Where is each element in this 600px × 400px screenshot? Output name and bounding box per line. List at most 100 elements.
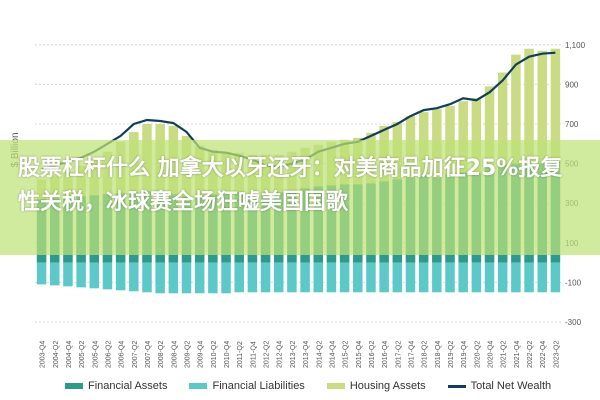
x-tick-label: 2004-Q2 <box>53 341 60 368</box>
x-tick-label: 2014-Q4 <box>329 341 336 368</box>
financial-liability-bar <box>300 262 310 293</box>
x-tick-label: 2015-Q2 <box>343 341 350 368</box>
x-tick-label: 2013-Q2 <box>290 341 297 368</box>
financial-liability-bar <box>221 262 231 294</box>
x-tick-label: 2007-Q2 <box>132 341 139 368</box>
financial-liability-bar <box>471 262 482 293</box>
financial-liability-bar <box>50 262 60 286</box>
financial-liability-bar <box>524 262 534 293</box>
financial-liability-bar <box>129 262 139 292</box>
legend-label: Financial Liabilities <box>212 380 305 392</box>
x-tick-label: 2018-Q2 <box>422 341 429 368</box>
x-tick-label: 2011-Q4 <box>250 341 257 368</box>
y-tick-label: -300 <box>565 318 582 327</box>
x-tick-label: 2007-Q4 <box>145 341 152 368</box>
x-tick-label: 2019-Q2 <box>448 341 455 368</box>
financial-liability-bar <box>353 262 363 293</box>
financial-liability-bar <box>405 262 416 293</box>
legend-swatch <box>189 383 208 389</box>
legend-swatch <box>447 384 466 388</box>
x-tick-label: 2010-Q2 <box>211 341 218 368</box>
x-tick-label: 2017-Q2 <box>395 341 402 368</box>
x-tick-label: 2015-Q4 <box>356 341 363 368</box>
financial-liability-bar <box>458 262 468 293</box>
y-tick-label: 1,100 <box>565 41 586 50</box>
legend-label: Total Net Wealth <box>470 380 552 392</box>
x-tick-label: 2008-Q4 <box>171 341 178 368</box>
financial-liability-bar <box>142 262 152 293</box>
x-tick-label: 2022-Q2 <box>527 341 534 368</box>
x-tick-label: 2004-Q4 <box>66 341 73 368</box>
financial-liability-bar <box>339 262 350 293</box>
x-tick-label: 2006-Q4 <box>119 341 126 368</box>
x-tick-label: 2005-Q2 <box>79 341 86 368</box>
financial-liability-bar <box>194 262 205 294</box>
x-tick-label: 2008-Q2 <box>158 341 165 368</box>
financial-liability-bar <box>392 262 403 293</box>
financial-liability-bar <box>484 262 495 293</box>
financial-liability-bar <box>326 262 337 293</box>
x-tick-label: 2022-Q4 <box>540 341 547 368</box>
x-tick-label: 2010-Q4 <box>224 341 231 368</box>
financial-liability-bar <box>497 262 508 293</box>
x-tick-label: 2013-Q4 <box>303 341 310 368</box>
financial-liability-bar <box>208 262 218 294</box>
x-tick-label: 2005-Q4 <box>92 341 99 368</box>
financial-liability-bar <box>260 262 271 293</box>
y-tick-label: -100 <box>565 278 582 287</box>
financial-liability-bar <box>379 262 389 293</box>
financial-liability-bar <box>115 262 126 291</box>
x-tick-label: 2012-Q2 <box>264 341 271 368</box>
financial-liability-bar <box>273 262 284 293</box>
x-tick-label: 2006-Q2 <box>105 341 112 368</box>
headline-text: 股票杠杆什么 加拿大以牙还牙：对美商品加征25%报复性关税，冰球赛全场狂嘘美国国… <box>18 156 563 215</box>
financial-liability-bar <box>36 262 47 285</box>
x-tick-label: 2003-Q4 <box>40 341 47 368</box>
x-tick-label: 2021-Q2 <box>501 341 508 368</box>
x-tick-label: 2023-Q2 <box>553 341 560 368</box>
financial-liability-bar <box>76 262 86 288</box>
financial-liability-bar <box>418 262 429 293</box>
financial-liability-bar <box>550 262 561 293</box>
financial-liability-bar <box>432 262 442 293</box>
legend-swatch <box>65 383 83 389</box>
x-tick-label: 2009-Q2 <box>185 341 192 368</box>
x-tick-label: 2016-Q4 <box>382 341 389 368</box>
x-tick-label: 2018-Q4 <box>435 341 442 368</box>
legend: Financial Assets Financial Liabilities H… <box>65 378 573 394</box>
legend-swatch <box>326 383 345 389</box>
financial-liability-bar <box>63 262 73 287</box>
x-tick-label: 2016-Q2 <box>369 341 376 368</box>
financial-liability-bar <box>181 262 192 294</box>
legend-label: Housing Assets <box>349 380 426 392</box>
x-tick-labels: 2003-Q4 2004-Q2 2004-Q4 2005-Q2 2005-Q4 2006-… <box>40 341 561 368</box>
headline-banner: 股票杠杆什么 加拿大以牙还牙：对美商品加征25%报复性关税，冰球赛全场狂嘘美国国… <box>0 140 600 255</box>
financial-liability-bar <box>155 262 165 294</box>
x-tick-label: 2017-Q4 <box>408 341 415 368</box>
financial-liability-bar <box>168 262 179 294</box>
financial-liability-bar <box>537 262 547 293</box>
x-tick-label: 2011-Q2 <box>237 341 244 368</box>
legend-item-housing-assets: Housing Assets <box>326 380 426 392</box>
x-tick-label: 2020-Q2 <box>474 341 481 368</box>
legend-item-total-net-wealth: Total Net Wealth <box>447 380 552 392</box>
financial-liability-bar <box>102 262 113 290</box>
x-tick-label: 2021-Q4 <box>514 341 521 368</box>
legend-item-financial-liabilities: Financial Liabilities <box>189 380 305 392</box>
financial-liability-bar <box>287 262 297 293</box>
financial-liability-bar <box>247 262 258 293</box>
x-tick-label: 2009-Q4 <box>198 341 205 368</box>
legend-label: Financial Assets <box>88 380 168 392</box>
x-tick-label: 2019-Q4 <box>461 341 468 368</box>
financial-liability-bar <box>89 262 100 289</box>
x-tick-label: 2020-Q4 <box>488 341 495 368</box>
x-tick-label: 2012-Q4 <box>277 341 284 368</box>
legend-item-financial-assets: Financial Assets <box>65 380 167 392</box>
y-tick-label: 900 <box>565 80 579 89</box>
financial-liability-bar <box>234 262 244 293</box>
x-tick-label: 2014-Q2 <box>316 341 323 368</box>
financial-liability-bar <box>445 262 455 293</box>
financial-liability-bar <box>366 262 376 293</box>
y-tick-label: 700 <box>565 120 579 129</box>
financial-liability-bar <box>511 262 521 293</box>
